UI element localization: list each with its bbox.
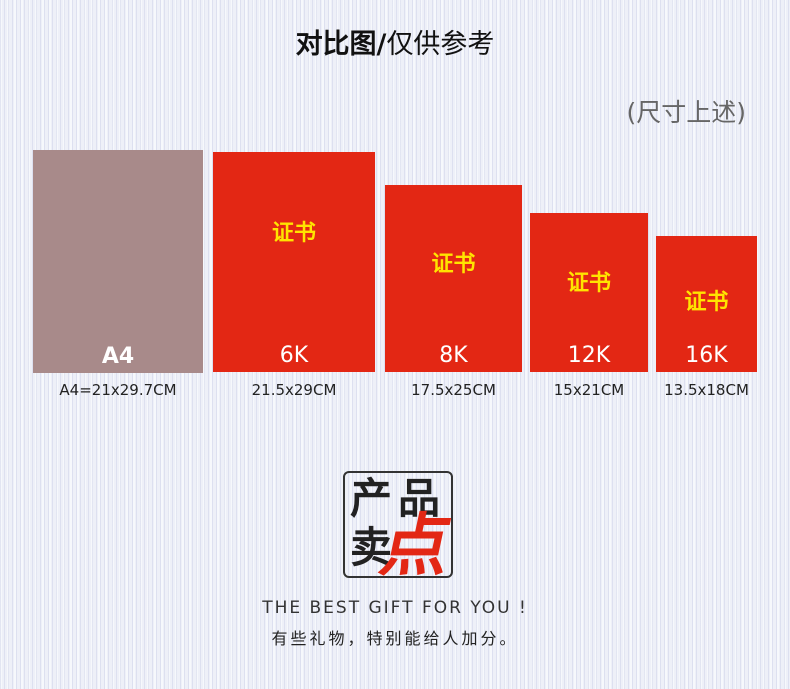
- dimension-label: A4=21x29.7CM: [59, 381, 177, 399]
- logo-char: 品: [398, 474, 441, 523]
- logo-char: 产: [350, 474, 393, 523]
- slogan-en: THE BEST GIFT FOR YOU !: [262, 598, 528, 618]
- logo-red-char: 点: [373, 507, 459, 586]
- logo-frame: [343, 471, 453, 578]
- card-cover-text: 证书: [566, 271, 611, 296]
- card-cover-text: 证书: [431, 252, 476, 277]
- title-bold: 对比图/: [295, 29, 387, 60]
- dimension-label: 15x21CM: [553, 381, 625, 399]
- card-size-label: 8K: [439, 343, 468, 368]
- card-6k: 证书 6K: [213, 152, 375, 372]
- dimension-label: 13.5x18CM: [664, 381, 749, 399]
- title-light: 仅供参考: [386, 29, 495, 60]
- card-12k: 证书 12K: [530, 213, 648, 372]
- dimension-label: 21.5x29CM: [251, 381, 337, 399]
- card-a4: A4: [33, 150, 203, 373]
- card-cover-text: 证书: [684, 290, 729, 315]
- dimension-label: 17.5x25CM: [411, 381, 496, 399]
- logo-char: 卖: [350, 523, 393, 572]
- slogan-cn: 有些礼物，特别能给人加分。: [271, 629, 519, 648]
- page-title: 对比图/仅供参考: [0, 22, 790, 61]
- card-cover-text: 证书: [271, 221, 316, 246]
- card-size-label: 12K: [567, 343, 611, 368]
- card-16k: 证书 16K: [656, 236, 757, 372]
- card-size-label: 16K: [685, 343, 728, 368]
- sizes-note: (尺寸上述): [626, 98, 746, 127]
- card-size-label: 6K: [279, 343, 309, 368]
- card-8k: 证书 8K: [385, 185, 522, 372]
- card-size-label: A4: [101, 344, 135, 369]
